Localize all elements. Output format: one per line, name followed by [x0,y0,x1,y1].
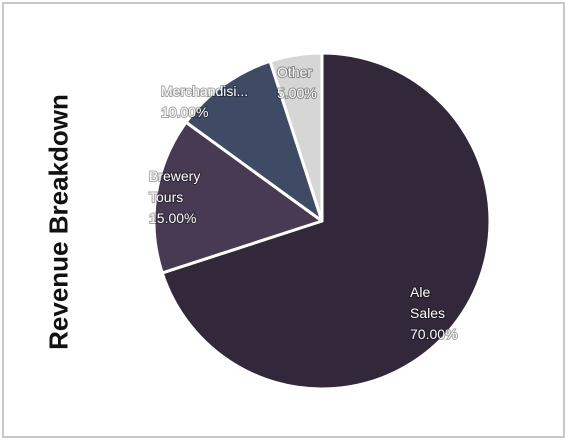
slice-label-line: Sales [410,305,445,321]
pie-slice-brewery-tours [152,120,324,275]
slice-label-line: 70.00% [410,326,457,342]
slice-label-line: Merchandisi... [161,83,248,99]
slice-label-line: Brewery [149,168,200,184]
slice-label: Merchandisi... 10.00% [161,83,248,120]
pie-slice-other [268,51,324,223]
slice-label: Other 5.00% [277,64,317,101]
slice-label-line: Ale [410,284,430,300]
slice-label: Brewery Tours 15.00% [149,168,200,226]
slice-label: Ale Sales 70.00% [410,284,457,342]
slice-label-line: Other [277,64,312,80]
slice-label-line: 10.00% [161,104,208,120]
pie-slice-ale-sales [160,51,492,391]
pie-slice-merchandisi [184,59,324,223]
slice-label-line: Tours [149,189,183,205]
slice-label-line: 15.00% [149,210,196,226]
slice-label-line: 5.00% [277,85,317,101]
